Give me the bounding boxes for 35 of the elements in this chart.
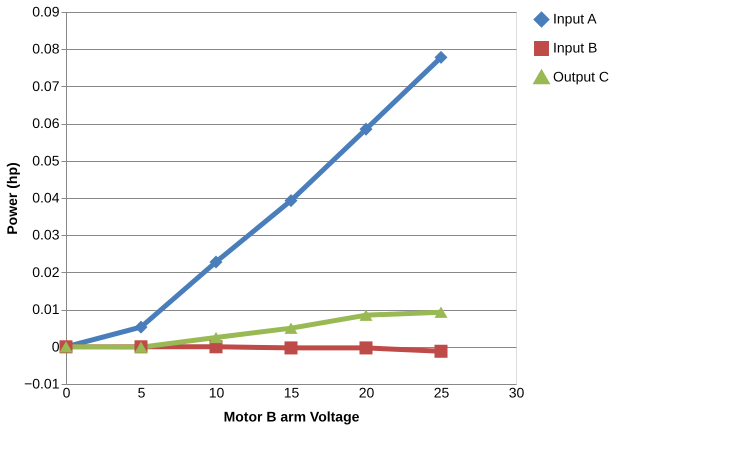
y-tick-label: 0.05	[32, 152, 60, 168]
point	[284, 194, 298, 208]
legend-label: Input B	[553, 40, 598, 56]
point	[209, 332, 223, 344]
point	[434, 50, 448, 64]
y-tick-label: −0.01	[24, 376, 60, 392]
y-tick-label: 0.03	[32, 226, 60, 243]
y-tick-label: 0	[52, 338, 60, 354]
point	[359, 310, 373, 321]
x-tick-label: 25	[434, 384, 450, 400]
x-axis-title: Motor B arm Voltage	[224, 408, 360, 424]
point	[209, 255, 223, 269]
x-tick-label: 10	[208, 384, 224, 400]
x-tick-label: 0	[62, 384, 71, 400]
point	[284, 322, 298, 334]
point	[359, 341, 373, 354]
point	[359, 122, 373, 136]
point	[284, 341, 298, 354]
point	[434, 344, 448, 358]
legend-label: Output C	[553, 68, 610, 84]
y-tick-label: 0.07	[32, 78, 60, 94]
y-tick-label: 0.01	[32, 301, 60, 318]
y-axis-title: Power (hp)	[4, 162, 20, 235]
x-tick-label: 20	[358, 384, 374, 400]
y-tick-label: 0.08	[32, 40, 60, 57]
y-tick-label: 0.09	[32, 4, 60, 20]
point	[134, 320, 148, 334]
legend-label: Input A	[553, 10, 598, 26]
y-tick-label: 0.02	[32, 264, 60, 280]
x-tick-label: 15	[284, 384, 300, 400]
x-tick-label: 30	[508, 384, 524, 400]
y-tick-label: 0.06	[32, 115, 60, 132]
y-tick-label: 0.04	[32, 190, 60, 206]
x-tick-label: 5	[138, 384, 146, 400]
point	[434, 306, 448, 318]
